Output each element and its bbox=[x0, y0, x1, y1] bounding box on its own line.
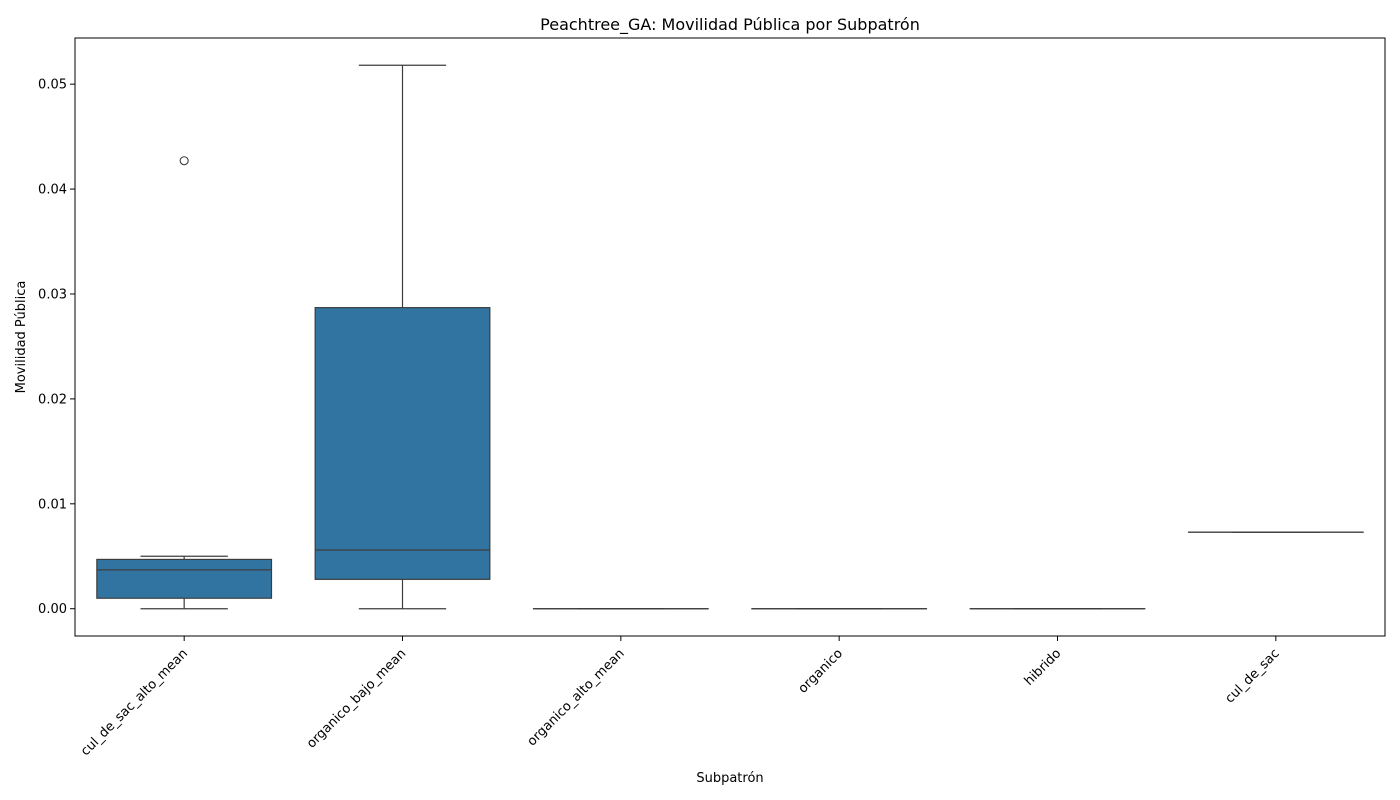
box-iqr bbox=[96, 558, 273, 599]
x-tick-label: organico_alto_mean bbox=[525, 646, 628, 749]
y-axis-label: Movilidad Pública bbox=[14, 281, 29, 394]
box-organico_bajo_mean bbox=[314, 64, 491, 610]
x-tick-label: cul_de_sac_alto_mean bbox=[78, 646, 191, 759]
y-axis: 0.00 0.01 0.02 0.03 0.04 0.05 bbox=[38, 78, 75, 617]
y-tick-label: 0.00 bbox=[38, 602, 67, 617]
chart-title: Peachtree_GA: Movilidad Pública por Subp… bbox=[540, 15, 920, 35]
x-tick-label: organico_bajo_mean bbox=[304, 646, 409, 751]
y-tick-label: 0.01 bbox=[38, 497, 67, 512]
y-tick-label: 0.02 bbox=[38, 392, 67, 407]
box-iqr bbox=[314, 307, 491, 580]
x-axis: cul_de_sac_alto_mean organico_bajo_mean or… bbox=[78, 636, 1283, 759]
x-axis-label: Subpatrón bbox=[696, 771, 763, 786]
x-tick-label: cul_de_sac bbox=[1222, 646, 1282, 706]
plot-area bbox=[96, 64, 1364, 610]
y-tick-label: 0.04 bbox=[38, 183, 67, 198]
box-cul_de_sac_alto_mean bbox=[96, 156, 273, 610]
outlier-point bbox=[179, 156, 189, 166]
y-tick-label: 0.03 bbox=[38, 287, 67, 302]
axes-frame bbox=[74, 37, 1386, 637]
x-tick-label: organico bbox=[796, 646, 846, 696]
y-tick-label: 0.05 bbox=[38, 78, 67, 93]
x-tick-label: hibrido bbox=[1022, 646, 1065, 689]
